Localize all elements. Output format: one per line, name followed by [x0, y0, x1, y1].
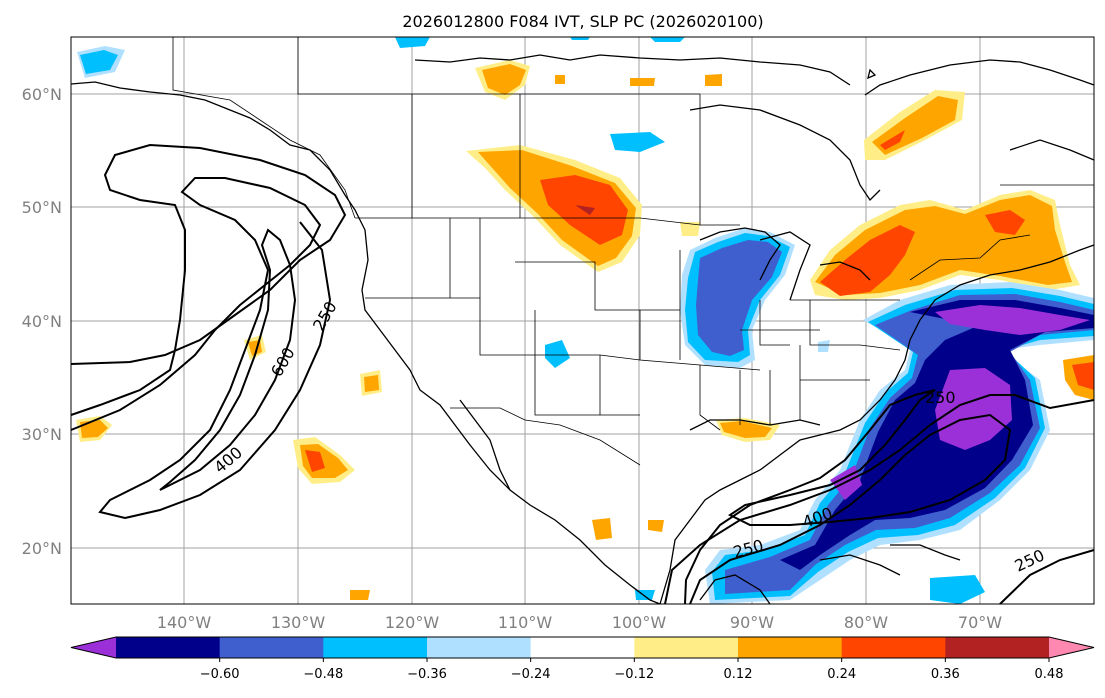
lat-label: 40°N [22, 312, 62, 331]
colorbar-segment [634, 637, 739, 658]
lon-label: 140°W [157, 613, 212, 632]
colorbar-segment [945, 637, 1050, 658]
colorbar-segment [841, 637, 946, 658]
ivt-negative-fields [77, 37, 1094, 604]
colorbar-extend-min [71, 637, 116, 658]
colorbar-tick-label: −0.48 [303, 667, 343, 682]
colorbar-segment [427, 637, 532, 658]
slp-contours [70, 143, 1095, 605]
colorbar-tick-label: −0.24 [511, 667, 551, 682]
contour-label: 250 [925, 388, 956, 407]
colorbar [70, 636, 1095, 659]
colorbar-segment [323, 637, 428, 658]
colorbar-outline [70, 636, 1095, 659]
ivt-positive-fields [76, 60, 1094, 600]
colorbar-segment [219, 637, 324, 658]
lon-label: 90°W [730, 613, 774, 632]
map-panel: 250 600 400 250 400 250 250 [70, 36, 1095, 605]
colorbar-tick-label: 0.24 [827, 667, 856, 682]
lon-label: 100°W [612, 613, 667, 632]
colorbar-extend-max [1049, 637, 1094, 658]
colorbar-tick-label: 0.12 [724, 667, 753, 682]
political-borders [172, 37, 1094, 466]
colorbar-tick-label: −0.60 [200, 667, 240, 682]
map-title: 2026012800 F084 IVT, SLP PC (2026020100) [402, 12, 763, 31]
map-frame [70, 36, 1095, 605]
colorbar-tick-label: −0.12 [614, 667, 654, 682]
colorbar-segment [530, 637, 635, 658]
lon-label: 70°W [958, 613, 1002, 632]
lon-label: 120°W [385, 613, 440, 632]
lon-label: 80°W [844, 613, 888, 632]
lat-label: 30°N [22, 425, 62, 444]
lon-label: 110°W [498, 613, 553, 632]
coastlines [70, 54, 1095, 605]
lat-label: 60°N [22, 85, 62, 104]
lat-label: 20°N [22, 539, 62, 558]
colorbar-tick-label: −0.36 [407, 667, 447, 682]
colorbar-segment [738, 637, 843, 658]
lat-label: 50°N [22, 198, 62, 217]
longitude-labels: 140°W 130°W 120°W 110°W 100°W 90°W 80°W … [157, 613, 1002, 632]
colorbar-tick-label: 0.36 [931, 667, 960, 682]
lon-label: 130°W [271, 613, 326, 632]
colorbar-tick-label: 0.48 [1035, 667, 1064, 682]
latitude-labels: 60°N 50°N 40°N 30°N 20°N [22, 85, 62, 558]
colorbar-ticks: −0.60 −0.48 −0.36 −0.24 −0.12 0.12 0.24 0.36 0.4… [200, 658, 1064, 682]
colorbar-segment [116, 637, 221, 658]
